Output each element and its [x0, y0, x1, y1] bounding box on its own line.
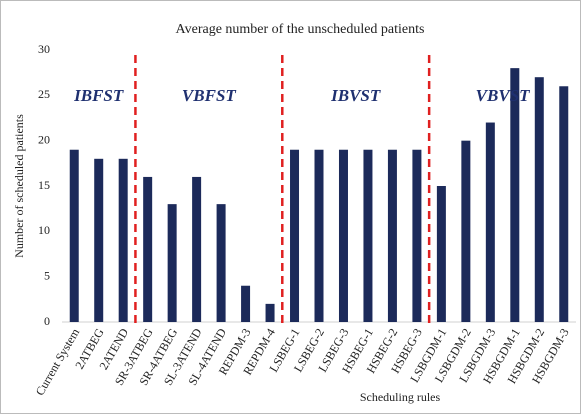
group-label: IBFST	[73, 86, 124, 105]
bar	[485, 122, 495, 323]
chart-title: Average number of the unscheduled patien…	[176, 22, 425, 37]
bar	[436, 186, 446, 322]
bar	[69, 149, 79, 322]
bar	[167, 204, 177, 322]
group-label: VBFST	[182, 86, 236, 105]
y-tick-label: 5	[44, 268, 50, 282]
x-axis-label: Scheduling rules	[360, 390, 441, 404]
bar	[118, 158, 128, 322]
bar	[192, 176, 202, 322]
bar	[559, 86, 569, 323]
bar	[461, 140, 471, 322]
bar	[387, 149, 397, 322]
y-tick-label: 20	[38, 132, 50, 146]
group-label: VBVST	[476, 86, 530, 105]
bar	[216, 204, 226, 322]
bar	[363, 149, 373, 322]
y-tick-label: 10	[38, 223, 50, 237]
y-axis-label: Number of scheduled patients	[12, 114, 26, 258]
y-tick-label: 0	[44, 314, 50, 328]
y-tick-label: 25	[38, 87, 50, 101]
bar	[241, 285, 251, 322]
bar	[290, 149, 300, 322]
y-tick-label: 30	[38, 42, 50, 56]
bar	[510, 68, 520, 322]
bar	[338, 149, 348, 322]
bar	[412, 149, 422, 322]
bar	[534, 77, 544, 322]
bar	[314, 149, 324, 322]
bar	[94, 158, 104, 322]
group-label: IBVST	[330, 86, 381, 105]
bar	[143, 176, 153, 322]
y-tick-label: 15	[38, 178, 50, 192]
bar	[265, 303, 275, 322]
